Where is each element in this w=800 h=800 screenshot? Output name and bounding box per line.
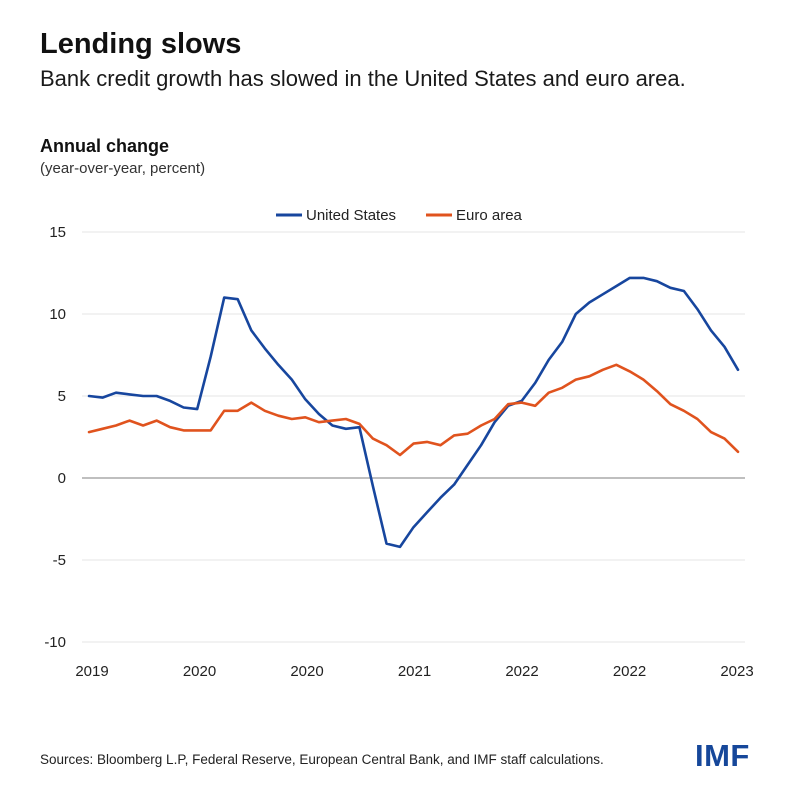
x-tick-label: 2023 — [720, 663, 753, 680]
y-tick-label: 10 — [49, 306, 66, 323]
x-tick-label: 2021 — [398, 663, 431, 680]
y-tick-label: -10 — [44, 634, 66, 651]
x-tick-label: 2022 — [613, 663, 646, 680]
series-line-euro-area — [87, 363, 740, 457]
chart-subtitle: Bank credit growth has slowed in the Uni… — [40, 66, 686, 91]
x-tick-label: 2020 — [290, 663, 323, 680]
y-tick-label: -5 — [53, 552, 66, 569]
x-tick-label: 2020 — [183, 663, 216, 680]
x-axis-ticks: 2019 2020 2020 2021 2022 2022 2023 — [75, 663, 753, 680]
chart-title: Lending slows — [40, 28, 242, 60]
y-tick-label: 15 — [49, 224, 66, 241]
imf-logo: IMF — [695, 738, 750, 773]
y-tick-label: 5 — [58, 388, 66, 405]
y-axis-ticks: 15 10 5 0 -5 -10 — [44, 224, 66, 651]
legend-label-united-states: United States — [306, 207, 396, 224]
series-line-united-states — [87, 276, 740, 549]
y-axis-title: Annual change — [40, 136, 170, 156]
legend: United States Euro area — [276, 207, 523, 224]
series-lines — [87, 276, 740, 549]
legend-label-euro-area: Euro area — [456, 207, 523, 224]
x-tick-label: 2019 — [75, 663, 108, 680]
source-note: Sources: Bloomberg L.P, Federal Reserve,… — [40, 752, 604, 767]
x-tick-label: 2022 — [505, 663, 538, 680]
y-tick-label: 0 — [58, 470, 66, 487]
y-axis-unit: (year-over-year, percent) — [40, 160, 206, 177]
grid-lines — [82, 231, 745, 643]
